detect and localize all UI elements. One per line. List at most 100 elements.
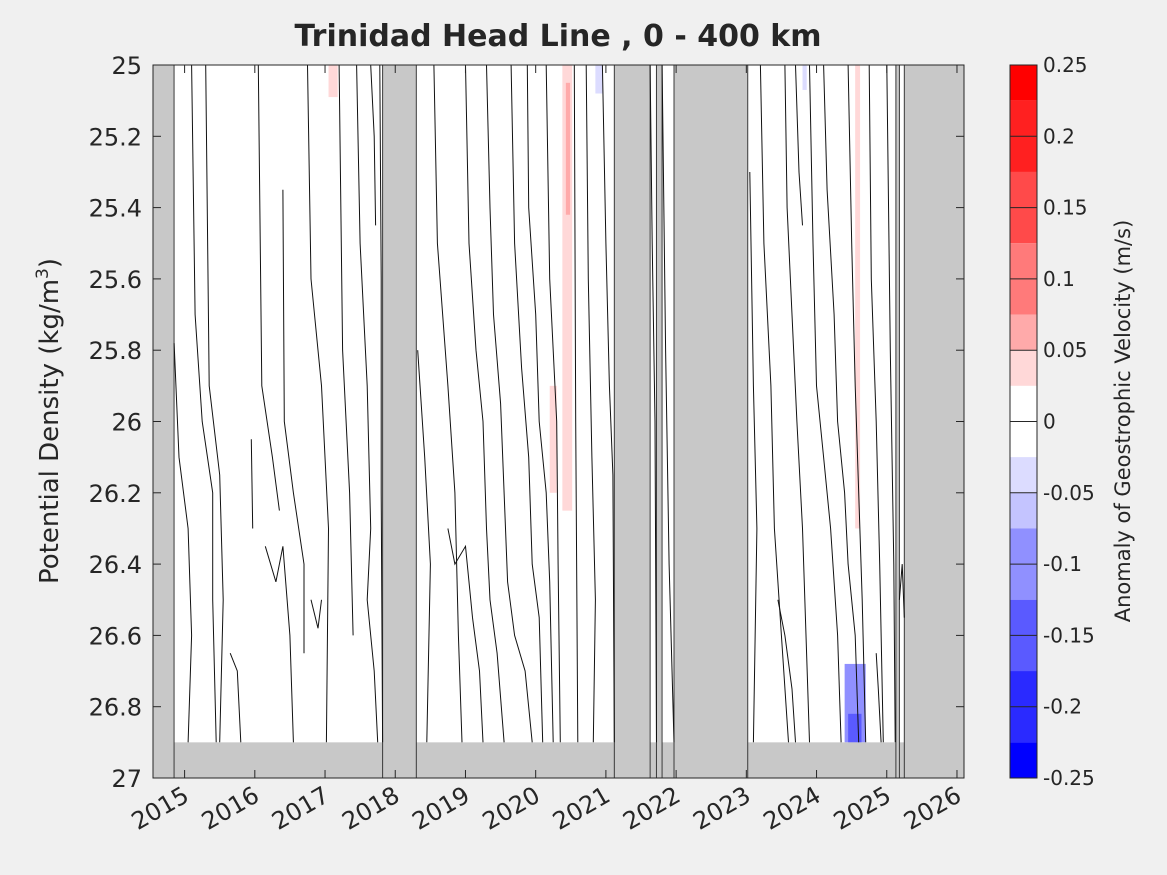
zero-contour-37 <box>898 564 905 618</box>
zero-contour-23 <box>585 65 596 743</box>
y-tick-label-8: 26.6 <box>89 622 142 650</box>
anomaly-patch-4 <box>595 65 603 94</box>
zero-contour-31 <box>795 65 803 226</box>
zero-contour-22 <box>573 65 579 743</box>
x-tick-label-6: 2021 <box>548 781 615 836</box>
zero-contour-6 <box>257 65 280 511</box>
y-tick-label-5: 26 <box>111 409 142 437</box>
zero-contour-24 <box>601 65 615 743</box>
zero-contour-17 <box>465 65 505 743</box>
colorbar-tick-label-9: -0.2 <box>1043 695 1082 719</box>
x-tick-label-8: 2023 <box>688 781 755 836</box>
y-axis-label-tail: ) <box>35 258 65 268</box>
zero-contour-21 <box>545 65 561 743</box>
no-data-regions <box>153 65 964 778</box>
colorbar-tick-label-1: 0.2 <box>1043 124 1075 148</box>
anomaly-patch-3 <box>565 82 571 215</box>
zero-contour-1 <box>191 65 217 743</box>
colorbar-tick-label-3: 0.1 <box>1043 267 1075 291</box>
zero-contour-9 <box>310 599 322 629</box>
x-tick-label-9: 2024 <box>759 781 826 836</box>
x-tick-label-7: 2022 <box>618 781 685 836</box>
anomaly-patch-5 <box>802 65 807 90</box>
colorbar-level-12 <box>1010 742 1037 778</box>
zero-contour-3 <box>229 653 242 743</box>
zero-contour-7 <box>282 189 305 654</box>
y-axis-label: Potential Density (kg/m3) <box>33 258 65 584</box>
zero-contour-16 <box>447 528 484 743</box>
zero-contour-35 <box>868 65 884 743</box>
zero-contour-18 <box>486 65 533 743</box>
colorbar-level-8 <box>1010 492 1037 529</box>
zero-contour-12 <box>370 65 377 226</box>
y-tick-label-2: 25.4 <box>89 195 142 223</box>
y-axis-label-main: Potential Density (kg/m <box>35 279 65 584</box>
zero-contour-13 <box>379 65 384 743</box>
x-tick-label-3: 2018 <box>337 781 404 836</box>
zero-contour-2 <box>205 65 224 743</box>
colorbar-tick-label-5: 0 <box>1043 410 1056 434</box>
zero-contour-19 <box>510 65 544 743</box>
colorbar-tick-label-10: -0.25 <box>1043 766 1095 790</box>
zero-contour-33 <box>823 65 860 743</box>
x-tick-label-1: 2016 <box>197 781 264 836</box>
x-tick-label-2: 2017 <box>267 781 334 836</box>
no-data-period-3 <box>655 65 663 778</box>
chart-title: Trinidad Head Line , 0 - 400 km <box>294 19 821 54</box>
x-tick-label-5: 2020 <box>478 781 545 836</box>
no-data-period-6 <box>903 65 964 778</box>
y-tick-label-1: 25.2 <box>89 123 142 151</box>
colorbar-tick-label-4: 0.05 <box>1043 338 1088 362</box>
anomaly-patch-1 <box>549 385 557 493</box>
zero-contour-34 <box>847 65 867 743</box>
zero-contour-29 <box>777 599 796 743</box>
no-data-period-0 <box>153 65 175 778</box>
y-axis: 25 25.2 25.4 25.6 25.8 26 26.2 26.4 26.6 26.8 27 <box>89 52 964 793</box>
zero-contour-28 <box>759 65 789 743</box>
colorbar-ticks: 0.25 0.2 0.15 0.1 0.05 0 -0.05 -0.1 -0.15 -0.2 -0.… <box>1010 53 1095 790</box>
y-tick-label-10: 27 <box>111 765 142 793</box>
zero-contour-11 <box>356 65 379 743</box>
x-tick-label-4: 2019 <box>408 781 475 836</box>
zero-contour-14 <box>417 350 431 743</box>
y-tick-label-9: 26.8 <box>89 694 142 722</box>
colorbar-level-7 <box>1010 457 1037 493</box>
x-tick-label-11: 2026 <box>899 781 966 836</box>
zero-contour-25 <box>649 65 657 743</box>
zero-contour-10 <box>338 65 354 636</box>
colorbar-tick-label-6: -0.05 <box>1043 481 1095 505</box>
zero-contour-26 <box>661 65 675 743</box>
zero-contour-20 <box>526 65 554 743</box>
colorbar-level-4 <box>1010 314 1037 351</box>
zero-contour-8 <box>307 65 330 743</box>
colorbar-tick-label-0: 0.25 <box>1043 53 1088 77</box>
no-data-period-1 <box>382 65 417 778</box>
zero-contours <box>173 65 905 743</box>
y-tick-label-6: 26.2 <box>89 480 142 508</box>
no-data-bottom-strip <box>153 742 964 778</box>
colorbar-level-5 <box>1010 350 1037 386</box>
y-axis-label-superscript: 3 <box>33 268 53 279</box>
y-tick-label-4: 25.8 <box>89 337 142 365</box>
plot-area <box>153 65 964 778</box>
zero-contour-38 <box>875 653 882 743</box>
anomaly-patch-6 <box>855 65 861 529</box>
y-tick-label-7: 26.4 <box>89 551 142 579</box>
zero-contour-36 <box>886 65 896 743</box>
zero-contour-4 <box>250 439 254 529</box>
anomaly-patch-8 <box>848 713 862 743</box>
zero-contour-15 <box>433 65 463 743</box>
zero-contour-0 <box>173 343 193 743</box>
x-tick-label-10: 2025 <box>829 781 896 836</box>
colorbar-tick-label-2: 0.15 <box>1043 196 1088 220</box>
zero-contour-32 <box>809 65 842 743</box>
colorbar-tick-label-8: -0.15 <box>1043 623 1095 647</box>
colorbar-label: Anomaly of Geostrophic Velocity (m/s) <box>1111 220 1135 623</box>
anomaly-patch-0 <box>328 65 338 98</box>
zero-contour-27 <box>749 171 758 743</box>
y-tick-label-0: 25 <box>111 52 142 80</box>
colorbar-tick-label-7: -0.1 <box>1043 552 1082 576</box>
no-data-period-2 <box>613 65 651 778</box>
zero-contour-30 <box>784 65 810 743</box>
